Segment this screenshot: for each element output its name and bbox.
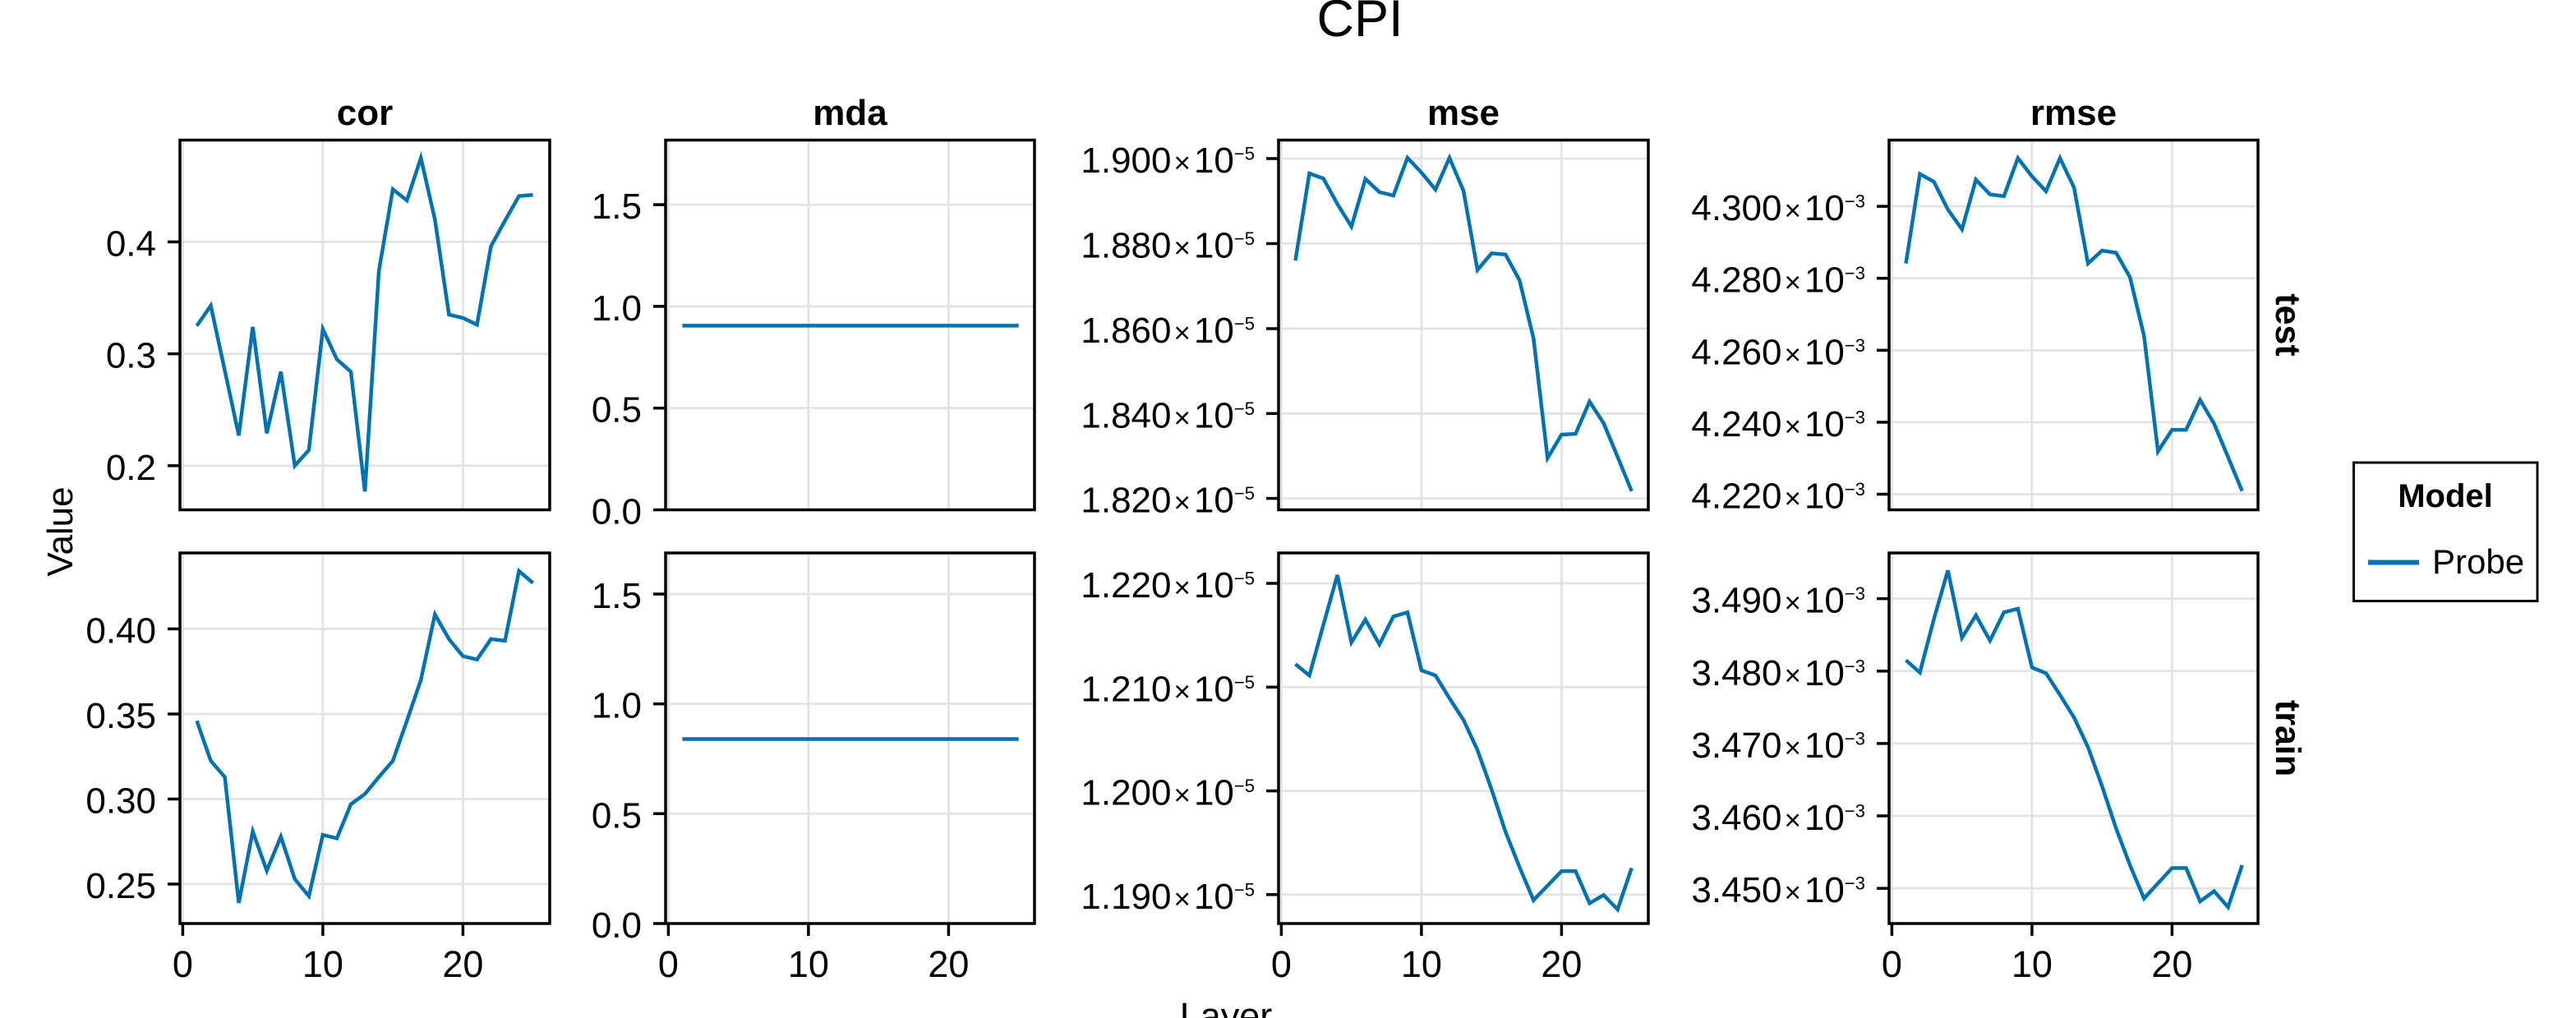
svg-text:0.0: 0.0 <box>592 492 642 532</box>
svg-text:10: 10 <box>1401 943 1442 985</box>
svg-text:0.2: 0.2 <box>106 448 156 488</box>
svg-text:3.460×10−3: 3.460×10−3 <box>1691 798 1865 838</box>
svg-text:1.840×10−5: 1.840×10−5 <box>1081 395 1255 435</box>
svg-text:1.5: 1.5 <box>592 576 642 616</box>
svg-text:1.880×10−5: 1.880×10−5 <box>1081 226 1255 266</box>
svg-text:20: 20 <box>442 943 483 985</box>
svg-text:0: 0 <box>658 943 679 985</box>
svg-text:4.300×10−3: 4.300×10−3 <box>1691 188 1865 228</box>
svg-text:0: 0 <box>1882 943 1902 985</box>
svg-text:1.5: 1.5 <box>592 187 642 227</box>
svg-text:4.280×10−3: 4.280×10−3 <box>1691 260 1865 301</box>
svg-text:10: 10 <box>2011 943 2053 985</box>
svg-text:4.260×10−3: 4.260×10−3 <box>1691 332 1865 372</box>
svg-text:0.30: 0.30 <box>85 781 156 822</box>
svg-text:cor: cor <box>337 93 393 133</box>
svg-text:0.4: 0.4 <box>106 223 156 264</box>
svg-text:0.5: 0.5 <box>592 390 642 431</box>
svg-text:3.480×10−3: 3.480×10−3 <box>1691 653 1865 693</box>
svg-text:10: 10 <box>302 943 343 985</box>
svg-text:0.0: 0.0 <box>592 905 642 946</box>
svg-text:0.5: 0.5 <box>592 795 642 836</box>
svg-text:1.210×10−5: 1.210×10−5 <box>1081 669 1255 709</box>
svg-text:0: 0 <box>1271 943 1292 985</box>
svg-text:4.220×10−3: 4.220×10−3 <box>1691 477 1865 517</box>
svg-text:3.490×10−3: 3.490×10−3 <box>1691 581 1865 621</box>
svg-text:1.900×10−5: 1.900×10−5 <box>1081 140 1255 181</box>
svg-text:test: test <box>2268 293 2307 356</box>
svg-text:1.200×10−5: 1.200×10−5 <box>1081 773 1255 813</box>
svg-text:Layer: Layer <box>1180 995 1273 1018</box>
svg-text:3.470×10−3: 3.470×10−3 <box>1691 725 1865 766</box>
svg-text:1.820×10−5: 1.820×10−5 <box>1081 481 1255 521</box>
svg-text:mda: mda <box>813 93 887 133</box>
svg-text:1.220×10−5: 1.220×10−5 <box>1081 565 1255 606</box>
svg-text:train: train <box>2268 700 2307 776</box>
svg-text:0.35: 0.35 <box>85 696 156 736</box>
svg-text:1.190×10−5: 1.190×10−5 <box>1081 877 1255 917</box>
svg-text:20: 20 <box>2151 943 2192 985</box>
svg-text:4.240×10−3: 4.240×10−3 <box>1691 404 1865 445</box>
svg-text:0.40: 0.40 <box>85 610 156 651</box>
svg-text:10: 10 <box>788 943 829 985</box>
svg-text:0.25: 0.25 <box>85 866 156 906</box>
svg-text:CPI: CPI <box>1316 0 1403 48</box>
svg-text:1.0: 1.0 <box>592 288 642 329</box>
svg-text:0: 0 <box>173 943 193 985</box>
svg-text:Model: Model <box>2398 478 2493 514</box>
svg-text:3.450×10−3: 3.450×10−3 <box>1691 870 1865 910</box>
svg-text:0.3: 0.3 <box>106 336 156 376</box>
svg-text:20: 20 <box>928 943 969 985</box>
svg-text:1.0: 1.0 <box>592 686 642 726</box>
svg-text:mse: mse <box>1427 93 1500 133</box>
svg-text:1.860×10−5: 1.860×10−5 <box>1081 311 1255 351</box>
svg-text:Probe: Probe <box>2432 542 2524 581</box>
svg-text:Value: Value <box>40 486 81 576</box>
svg-text:rmse: rmse <box>2030 93 2117 133</box>
svg-text:20: 20 <box>1541 943 1582 985</box>
